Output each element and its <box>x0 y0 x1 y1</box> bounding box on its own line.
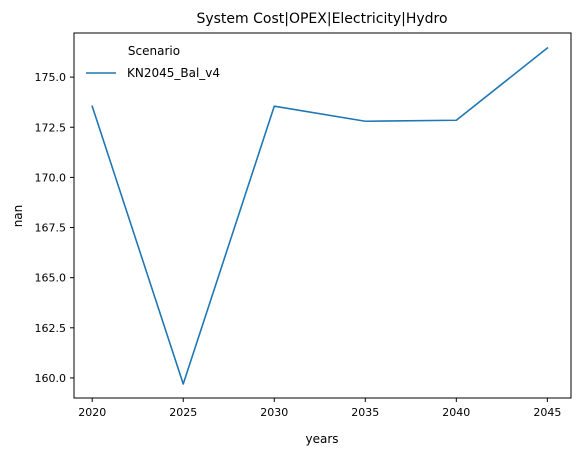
x-axis-ticks: 2020 2025 2030 2035 2040 2045 <box>78 398 561 419</box>
y-tick-label: 165.0 <box>35 272 67 285</box>
y-tick-label: 170.0 <box>35 171 67 184</box>
y-tick-label: 167.5 <box>35 222 67 235</box>
x-tick-label: 2025 <box>169 406 197 419</box>
y-tick-label: 172.5 <box>35 121 67 134</box>
legend-label-kn2045-bal-v4: KN2045_Bal_v4 <box>127 66 220 80</box>
data-point <box>91 105 93 107</box>
data-point <box>456 119 458 121</box>
plot-frame <box>73 32 572 399</box>
x-tick-label: 2040 <box>442 406 470 419</box>
series-layer <box>91 46 549 385</box>
legend: Scenario KN2045_Bal_v4 <box>86 44 220 80</box>
data-point <box>364 120 366 122</box>
y-tick-label: 162.5 <box>35 322 67 335</box>
data-point <box>273 105 275 107</box>
y-axis-label: nan <box>11 205 25 228</box>
x-axis-label: years <box>305 432 338 446</box>
y-tick-label: 160.0 <box>35 372 67 385</box>
x-tick-label: 2035 <box>351 406 379 419</box>
series-line-kn2045-bal-v4 <box>91 46 549 385</box>
x-tick-label: 2030 <box>260 406 288 419</box>
x-tick-label: 2020 <box>78 406 106 419</box>
legend-title: Scenario <box>128 44 180 58</box>
plot-area <box>73 32 572 399</box>
y-axis-ticks: 160.0 162.5 165.0 167.5 170.0 172.5 175.0 <box>35 71 74 385</box>
y-tick-label: 175.0 <box>35 71 67 84</box>
x-tick-label: 2045 <box>533 406 561 419</box>
data-point <box>547 47 549 49</box>
chart-title: System Cost|OPEX|Electricity|Hydro <box>196 11 447 27</box>
data-point <box>182 383 184 385</box>
